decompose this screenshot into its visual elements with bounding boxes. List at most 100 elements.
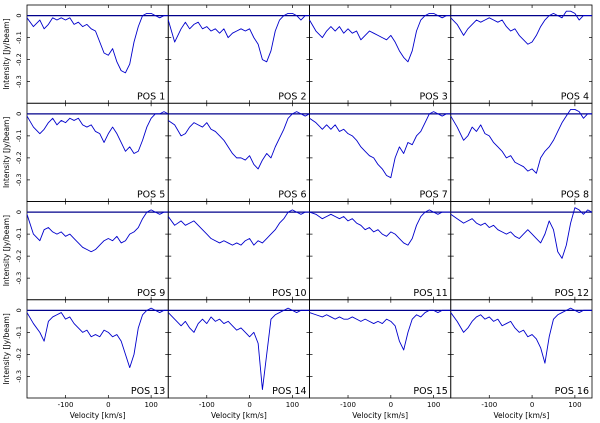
spectrum-panel: -100 0 100 POS 15 [309,299,452,409]
x-tick-label: 100 [427,401,440,409]
x-tick-label: -100 [199,401,215,409]
y-tick-label: -0.2 [15,250,23,263]
panel-frame [309,4,452,104]
x-tick-label: 100 [568,401,581,409]
spectrum-line [309,111,451,179]
panel-frame [26,4,169,104]
spectrum-panel: -100 0 100 POS 14 [167,299,310,409]
panel-label: POS 13 [131,386,165,397]
y-tick-label: 0 [15,14,23,18]
y-tick-label: -0.3 [15,174,23,187]
x-tick-label: 0 [106,401,110,409]
x-axis-label: Velocity [km/s] [211,411,267,420]
x-axis-label: Velocity [km/s] [494,411,550,420]
panel-label: POS 9 [137,288,165,299]
y-tick-label: 0 [15,112,23,116]
spectrum-line [167,12,310,63]
spectrum-line [26,12,169,74]
spectrum-panel: POS 2 [167,4,310,104]
spectrum-panel: POS 3 [309,4,452,104]
panel-label: POS 11 [413,288,447,299]
y-tick-label: -0.1 [15,228,23,241]
panel-label: POS 16 [555,386,589,397]
y-axis-label: Intensity [Jy/beam] [2,117,11,188]
panel-label: POS 14 [272,386,306,397]
spectrum-panel: 0 -0.1 -0.2 -0.3 POS 9 [15,201,169,301]
x-tick-label: 0 [247,401,251,409]
panel-label: POS 5 [137,190,165,201]
y-tick-label: -0.1 [15,326,23,339]
spectrum-panel: 0 -0.1 -0.2 -0.3 POS 5 [15,102,169,202]
spectrum-line [26,111,169,154]
x-axis-label: Velocity [km/s] [352,411,408,420]
y-axis-label: Intensity [Jy/beam] [2,313,11,384]
spectrum-panel: POS 6 [167,102,310,202]
panel-frame [450,102,593,202]
spectrum-panel: 0 -0.1 -0.2 -0.3 -100 0 100 POS 13 [15,299,169,409]
ylabels-layer: Intensity [Jy/beam] Intensity [Jy/beam] In… [2,18,11,384]
y-tick-label: -0.3 [15,370,23,383]
x-tick-label: -100 [340,401,356,409]
y-tick-label: -0.2 [15,152,23,165]
x-tick-label: -100 [481,401,497,409]
panel-frame [167,4,310,104]
spectrum-line [309,12,451,63]
y-tick-label: -0.3 [15,272,23,285]
spectrum-panel: POS 12 [450,201,593,301]
panel-frame [167,201,310,301]
spectrum-panel: POS 4 [450,4,593,104]
spectrum-line [309,209,451,246]
panel-label: POS 3 [419,91,447,102]
spectrum-panel: POS 8 [450,102,593,202]
panel-label: POS 12 [555,288,589,299]
spectrum-line [450,207,593,259]
panel-label: POS 10 [272,288,306,299]
spectrum-line [450,108,592,174]
spectrum-panel: 0 -0.1 -0.2 -0.3 POS 1 [15,4,169,104]
panel-frame [26,201,169,301]
spectrum-panel: POS 7 [309,102,452,202]
y-axis-label: Intensity [Jy/beam] [2,215,11,286]
spectrum-line [167,209,310,246]
y-tick-label: -0.2 [15,348,23,361]
panel-frame [450,299,593,399]
spectrum-panel: POS 10 [167,201,310,301]
panel-label: POS 1 [137,91,165,102]
x-tick-label: 0 [530,401,534,409]
panel-label: POS 2 [278,91,306,102]
spectrum-line [450,10,592,45]
x-tick-label: -100 [58,401,74,409]
spectrum-line [167,111,310,170]
panel-frame [309,102,452,202]
spectrum-panel: POS 11 [309,201,452,301]
x-tick-label: 0 [389,401,393,409]
panels-layer: 0 -0.1 -0.2 -0.3 POS 1 POS 2 POS 3 POS 4 0 -0.1 -0… [15,4,593,409]
panel-frame [450,4,593,104]
spectrum-line [309,309,451,351]
y-tick-label: -0.3 [15,75,23,88]
x-tick-label: 100 [144,401,157,409]
panel-frame [167,299,310,399]
panel-label: POS 15 [413,386,447,397]
x-axis-label: Velocity [km/s] [70,411,126,420]
panel-label: POS 4 [561,91,589,102]
panel-label: POS 8 [561,190,589,201]
y-axis-label: Intensity [Jy/beam] [2,18,11,89]
spectrum-line [26,307,169,369]
panel-frame [26,102,169,202]
panel-frame [26,299,169,399]
panel-label: POS 6 [278,190,306,201]
spectrum-panel: -100 0 100 POS 16 [450,299,593,409]
panel-label: POS 7 [419,190,447,201]
spectrum-line [26,209,169,253]
y-tick-label: 0 [15,210,23,214]
panel-frame [450,201,593,301]
xlabels-layer: Velocity [km/s] Velocity [km/s] Velocity [… [70,411,550,420]
y-tick-label: -0.1 [15,31,23,44]
panel-frame [309,201,452,301]
spectrum-line [167,307,310,391]
y-tick-label: 0 [15,308,23,312]
x-tick-label: 100 [286,401,299,409]
panel-frame [309,299,452,399]
